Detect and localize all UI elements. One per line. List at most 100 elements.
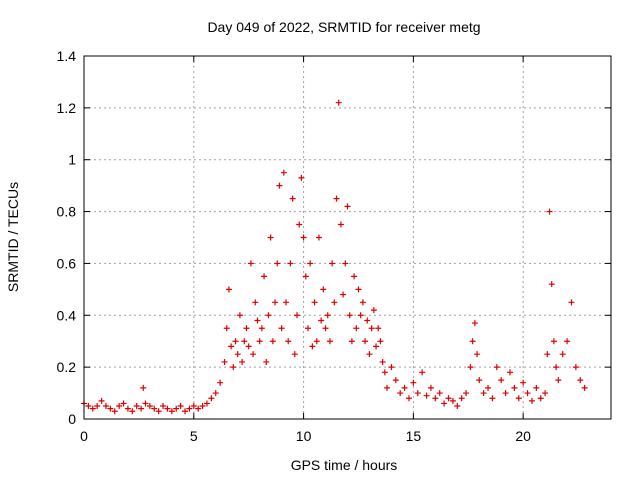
data-point	[348, 338, 355, 345]
data-point	[291, 351, 298, 358]
data-point	[564, 338, 571, 345]
data-point	[401, 384, 408, 391]
data-point	[142, 400, 149, 407]
data-point	[480, 390, 487, 397]
data-point	[309, 343, 316, 350]
data-point	[221, 358, 228, 365]
data-point	[373, 343, 380, 350]
data-point	[285, 338, 292, 345]
data-point	[85, 403, 92, 410]
y-tick-label: 1	[68, 152, 76, 168]
data-point	[173, 405, 180, 412]
data-point	[177, 403, 184, 410]
data-point	[133, 403, 140, 410]
data-point	[252, 299, 259, 306]
data-point	[544, 351, 551, 358]
data-point	[572, 364, 579, 371]
data-point	[102, 403, 109, 410]
data-point	[555, 377, 562, 384]
data-point	[359, 299, 366, 306]
data-point	[370, 307, 377, 314]
data-point	[568, 299, 575, 306]
data-point	[155, 408, 162, 415]
data-point	[241, 338, 248, 345]
x-tick-label: 20	[515, 428, 531, 444]
data-point	[195, 405, 202, 412]
data-point	[581, 384, 588, 391]
data-point	[258, 325, 265, 332]
data-point	[212, 390, 219, 397]
data-point	[392, 377, 399, 384]
data-point	[364, 317, 371, 324]
data-point	[250, 351, 257, 358]
data-point	[111, 408, 118, 415]
data-point	[377, 338, 384, 345]
data-point	[94, 403, 101, 410]
data-point	[278, 325, 285, 332]
x-axis-label: GPS time / hours	[291, 457, 398, 473]
data-point	[274, 260, 281, 267]
data-point	[208, 395, 215, 402]
data-point	[230, 364, 237, 371]
data-point	[375, 325, 382, 332]
data-point	[502, 390, 509, 397]
data-point	[346, 312, 353, 319]
data-point	[232, 338, 239, 345]
data-point	[405, 395, 412, 402]
data-point	[160, 403, 167, 410]
data-point	[138, 405, 145, 412]
data-point	[298, 174, 305, 181]
y-tick-label: 0.6	[57, 255, 77, 271]
data-point	[533, 384, 540, 391]
data-point	[247, 260, 254, 267]
data-point	[559, 351, 566, 358]
data-point	[553, 364, 560, 371]
data-point	[331, 299, 338, 306]
grid	[84, 56, 611, 419]
data-point	[326, 338, 333, 345]
data-point	[410, 379, 417, 386]
data-point	[263, 358, 270, 365]
data-point	[397, 390, 404, 397]
data-point	[245, 343, 252, 350]
x-tick-label: 10	[296, 428, 312, 444]
data-point	[293, 312, 300, 319]
data-point	[550, 338, 557, 345]
data-point	[368, 325, 375, 332]
data-point	[546, 208, 553, 215]
data-point	[151, 405, 158, 412]
x-tick-label: 0	[80, 428, 88, 444]
data-points	[81, 99, 588, 415]
data-point	[524, 390, 531, 397]
data-point	[384, 384, 391, 391]
data-point	[302, 273, 309, 280]
data-point	[458, 395, 465, 402]
data-point	[469, 338, 476, 345]
y-tick-label: 1.4	[57, 48, 77, 64]
x-tick-label: 15	[406, 428, 422, 444]
data-point	[320, 286, 327, 293]
data-point	[351, 273, 358, 280]
data-point	[140, 384, 147, 391]
data-point	[168, 408, 175, 415]
data-point	[362, 338, 369, 345]
data-point	[307, 260, 314, 267]
data-point	[344, 203, 351, 210]
data-point	[357, 312, 364, 319]
data-point	[498, 377, 505, 384]
data-point	[381, 369, 388, 376]
data-point	[124, 405, 131, 412]
data-point	[340, 291, 347, 298]
data-point	[182, 408, 189, 415]
data-point	[243, 325, 250, 332]
data-point	[315, 234, 322, 241]
data-point	[304, 325, 311, 332]
chart-title: Day 049 of 2022, SRMTID for receiver met…	[207, 19, 480, 35]
y-tick-label: 0.8	[57, 204, 77, 220]
data-point	[355, 286, 362, 293]
data-point	[432, 395, 439, 402]
data-point	[236, 312, 243, 319]
data-point	[511, 384, 518, 391]
data-point	[318, 317, 325, 324]
data-point	[261, 273, 268, 280]
